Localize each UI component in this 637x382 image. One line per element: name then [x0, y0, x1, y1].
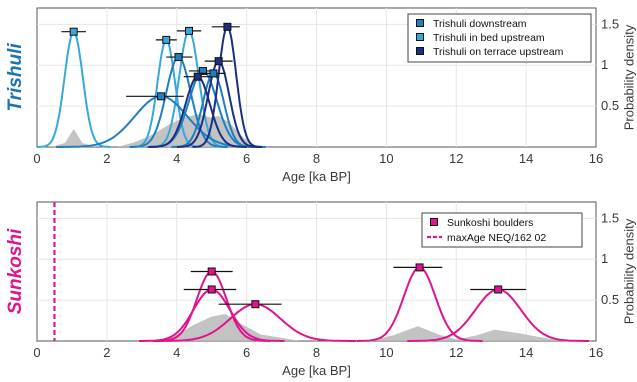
x-tick-label: 14: [519, 151, 533, 166]
data-marker: [69, 27, 78, 36]
data-markers: [183, 263, 527, 309]
x-tick-label: 4: [173, 345, 180, 360]
data-marker: [251, 300, 260, 309]
data-marker: [207, 285, 216, 294]
x-tick-label: 0: [33, 345, 40, 360]
kde-area: [155, 314, 565, 341]
panel-label: Trishuli: [5, 43, 26, 112]
data-marker: [214, 57, 223, 66]
legend-label: Trishuli on terrace upstream: [433, 46, 564, 58]
y-tick-label: 1: [601, 57, 608, 72]
legend-box: [407, 13, 592, 63]
data-marker: [494, 285, 503, 294]
x-tick-label: 6: [243, 345, 250, 360]
data-marker: [174, 53, 183, 62]
data-marker: [223, 22, 232, 31]
panel-label: Sunkoshi: [5, 228, 26, 314]
data-marker: [415, 263, 424, 272]
data-marker: [162, 35, 171, 44]
x-tick-label: 16: [589, 345, 603, 360]
legend-box: [421, 212, 583, 248]
x-tick-label: 8: [313, 345, 320, 360]
legend: Trishuli downstream Trishuli in bed upstr…: [407, 13, 592, 63]
legend-swatch: [416, 19, 424, 27]
x-tick-label: 10: [379, 151, 393, 166]
legend-label: Trishuli downstream: [433, 18, 527, 30]
y-axis-label: Probability density: [621, 218, 636, 324]
y-axis-label: Probability density: [621, 24, 636, 130]
x-tick-label: 10: [379, 345, 393, 360]
data-marker: [193, 72, 202, 81]
y-tick-label: 0.5: [601, 98, 619, 113]
data-marker: [184, 26, 193, 35]
x-tick-label: 16: [589, 151, 603, 166]
x-tick-label: 4: [173, 151, 180, 166]
x-tick-labels: 0 2 4 6 8 10 12 14 16: [33, 151, 603, 166]
y-tick-label: 0.5: [601, 292, 619, 307]
density-curves: [37, 25, 266, 148]
legend-swatch: [416, 47, 424, 55]
x-tick-label: 12: [449, 151, 463, 166]
data-marker: [198, 66, 207, 75]
y-tick-labels: 0.5 1 1.5: [601, 16, 619, 113]
kde-gray-area: [155, 314, 565, 341]
sunkoshi-panel: 0 2 4 6 8 10 12 14 16 0.5 1 1.5 Age [ka BP] Probab…: [5, 201, 636, 378]
legend: Sunkoshi boulders maxAge NEQ/162 02: [421, 212, 583, 248]
x-tick-label: 6: [243, 151, 250, 166]
x-tick-label: 0: [33, 151, 40, 166]
legend-label: Sunkoshi boulders: [447, 217, 533, 229]
x-tick-label: 2: [103, 151, 110, 166]
legend-swatch: [430, 218, 438, 226]
x-tick-labels: 0 2 4 6 8 10 12 14 16: [33, 345, 603, 360]
x-axis-label: Age [ka BP]: [282, 363, 351, 378]
x-tick-label: 12: [449, 345, 463, 360]
data-marker: [209, 69, 218, 78]
y-tick-label: 1.5: [601, 210, 619, 225]
legend-swatch: [416, 33, 424, 41]
data-marker: [157, 92, 166, 101]
legend-label: maxAge NEQ/162 02: [447, 232, 546, 244]
x-axis-label: Age [ka BP]: [282, 169, 351, 184]
y-tick-label: 1.5: [601, 16, 619, 31]
x-tick-label: 2: [103, 345, 110, 360]
trishuli-panel: 0 2 4 6 8 10 12 14 16 0.5 1 1.5 Age [ka BP] Probab…: [5, 7, 636, 184]
y-tick-labels: 0.5 1 1.5: [601, 210, 619, 307]
y-tick-label: 1: [601, 251, 608, 266]
data-markers: [61, 22, 240, 101]
data-marker: [207, 267, 216, 276]
legend-label: Trishuli in bed upstream: [433, 32, 545, 44]
x-tick-label: 14: [519, 345, 533, 360]
x-tick-label: 8: [313, 151, 320, 166]
